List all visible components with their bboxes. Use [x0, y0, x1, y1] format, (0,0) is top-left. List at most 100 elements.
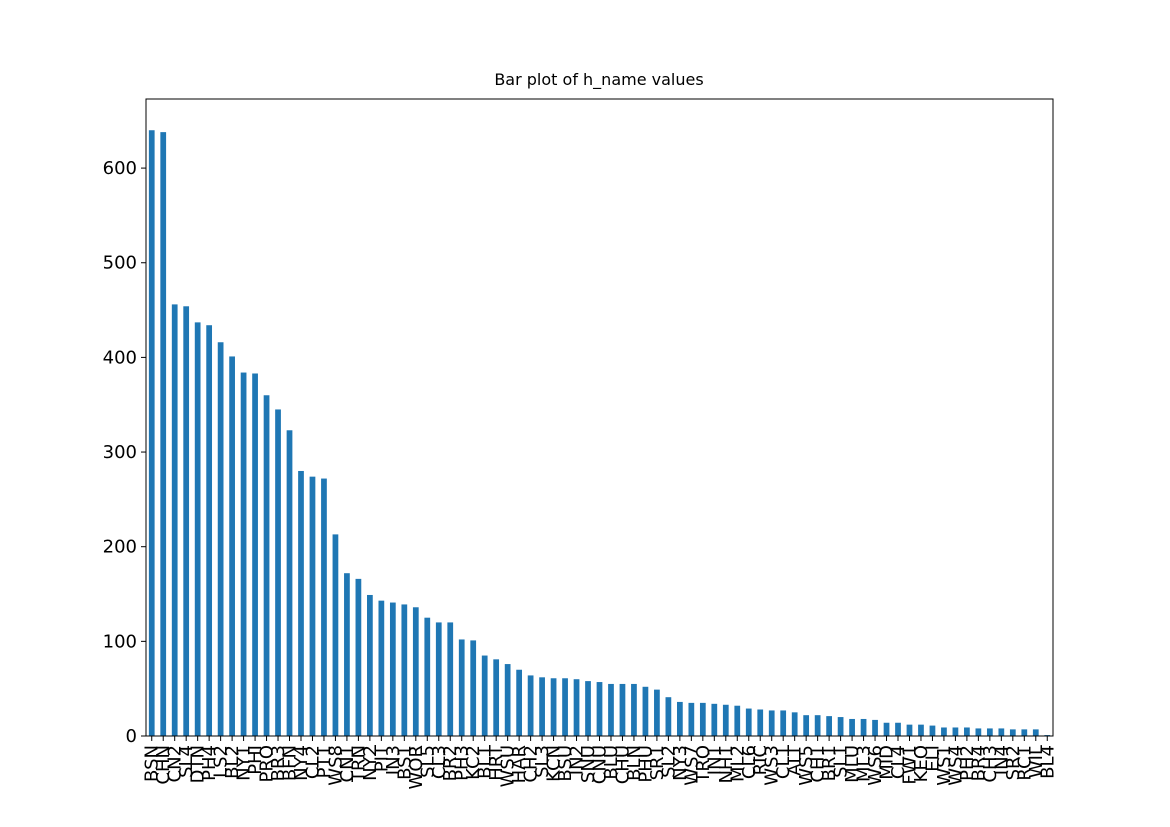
bar	[550, 678, 557, 736]
x-tick-label: ML3	[854, 745, 875, 782]
y-tick-label: 200	[103, 537, 137, 558]
bar	[229, 356, 235, 736]
bar	[332, 534, 339, 736]
bar	[240, 372, 247, 736]
bar	[654, 689, 660, 736]
bar	[929, 725, 936, 736]
x-tick-label: CH1	[808, 745, 829, 783]
x-tick-label: WS5	[796, 745, 817, 786]
x-tick-label: BLN	[624, 745, 645, 781]
bar	[412, 607, 419, 736]
x-tick-label: BR2	[440, 745, 461, 781]
bar	[573, 679, 580, 736]
x-tick-label: ML2	[727, 745, 748, 782]
x-tick-label: IN4	[991, 745, 1012, 775]
bar	[435, 622, 442, 736]
x-tick-label: HRT	[486, 744, 507, 781]
bar	[516, 669, 523, 736]
bar	[424, 617, 431, 736]
x-tick-label: WS4	[945, 745, 966, 786]
bar	[711, 703, 718, 736]
x-tick-label: WS1	[934, 745, 955, 786]
x-tick-label: BLU	[601, 745, 622, 780]
x-tick-label: SL2	[658, 745, 679, 778]
bar	[941, 727, 947, 736]
x-tick-label: SR2	[1003, 745, 1024, 780]
x-tick-label: CL3	[429, 745, 450, 779]
x-tick-label: KC2	[463, 745, 484, 780]
bar	[539, 677, 545, 736]
x-tick-label: WSU	[498, 745, 519, 787]
bar	[493, 659, 500, 736]
x-tick-label: WIL	[1026, 745, 1047, 778]
bar	[148, 130, 155, 737]
bar	[665, 697, 672, 736]
bar	[826, 716, 832, 736]
bar	[596, 682, 603, 736]
bar	[872, 719, 878, 736]
bar	[791, 712, 798, 736]
y-tick-label: 600	[103, 158, 137, 179]
bar	[734, 705, 741, 736]
bar	[470, 640, 477, 736]
x-tick-label: ELI	[922, 745, 943, 772]
x-tick-label: PIT	[371, 744, 392, 772]
x-tick-label: CHN	[153, 745, 174, 785]
x-tick-label: RIC	[750, 745, 771, 775]
x-tick-label: FW1	[899, 745, 920, 785]
x-tick-label: CL6	[739, 745, 760, 779]
bar	[975, 728, 982, 736]
x-tick-label: CHU	[612, 745, 633, 784]
x-tick-label: NY1	[234, 745, 255, 781]
x-tick-label: TRO	[693, 745, 714, 784]
y-tick-label: 500	[103, 253, 137, 274]
x-tick-label: WS6	[865, 745, 886, 786]
y-tick-label: 300	[103, 442, 137, 463]
bar	[860, 718, 867, 736]
bar	[837, 717, 844, 736]
bar	[183, 306, 190, 736]
bar	[699, 702, 706, 736]
bar	[757, 709, 764, 736]
x-tick-label: NY3	[670, 745, 691, 781]
bar	[321, 478, 327, 736]
x-tick-label: CH2	[521, 745, 542, 783]
bar	[780, 710, 787, 736]
x-tick-label: BSU	[555, 745, 576, 782]
x-tick-label: NY4	[291, 745, 312, 781]
bar	[458, 639, 465, 736]
bar	[918, 724, 924, 736]
bar	[964, 727, 970, 736]
plot-frame	[145, 98, 1054, 737]
x-tick-label: CNU	[590, 745, 611, 784]
bar	[722, 704, 729, 736]
x-tick-label: SL5	[417, 745, 438, 778]
bar	[688, 702, 695, 736]
x-tick-label: SL3	[532, 745, 553, 778]
bar	[998, 728, 1005, 736]
x-tick-label: PHI	[245, 745, 266, 775]
bar	[401, 604, 408, 736]
x-tick-label: LS2	[211, 745, 232, 778]
x-tick-label: SNU	[578, 745, 599, 783]
bar	[504, 664, 511, 736]
x-tick-label: NY2	[360, 745, 381, 781]
bar	[562, 678, 568, 736]
x-tick-label: TRN	[348, 745, 369, 783]
bar	[745, 708, 752, 736]
bar	[194, 322, 201, 736]
x-tick-label: SL1	[831, 745, 852, 778]
bar	[263, 395, 270, 736]
bar	[389, 602, 396, 736]
bar	[986, 728, 993, 736]
bar	[814, 715, 821, 736]
bar	[160, 132, 167, 736]
x-tick-label: NH1	[716, 745, 737, 783]
x-tick-label: BSN	[142, 745, 163, 782]
x-tick-label: CN1	[337, 745, 358, 783]
x-tick-label: PHU	[635, 745, 656, 783]
bar	[275, 409, 281, 736]
bar	[481, 655, 488, 736]
x-tick-label: BL4	[1037, 745, 1058, 779]
